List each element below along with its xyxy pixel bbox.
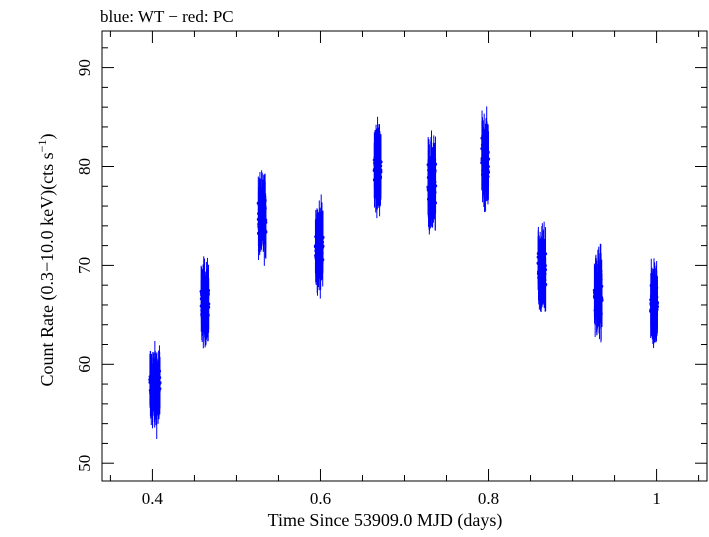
y-tick-label: 50 [75, 455, 94, 472]
y-axis-label-close: ) [37, 134, 58, 140]
data-points [148, 106, 660, 440]
x-tick-label: 0.6 [310, 489, 331, 508]
chart-title: blue: WT − red: PC [100, 7, 234, 26]
y-tick-label: 90 [75, 59, 94, 76]
data-point [486, 157, 491, 161]
data-point [655, 301, 660, 305]
x-tick-label: 1 [652, 489, 661, 508]
y-axis-label-main: Count Rate (0.3−10.0 keV)(cts s [37, 152, 58, 386]
plot-border [101, 30, 708, 482]
y-tick-label: 80 [75, 158, 94, 175]
plot-frame [101, 30, 708, 482]
axis-ticks: 0.4 0.6 0.8 1 50 60 70 80 90 [75, 31, 707, 508]
data-point [264, 230, 268, 234]
x-tick-label: 0.4 [142, 489, 164, 508]
data-point [543, 252, 548, 256]
y-axis-label: Count Rate (0.3−10.0 keV)(cts s−1) [35, 134, 58, 387]
data-point [158, 381, 162, 385]
y-axis-label-sup: −1 [35, 140, 49, 153]
data-point [433, 184, 438, 188]
data-point [600, 298, 604, 302]
y-tick-label: 60 [75, 356, 94, 373]
data-point [207, 302, 211, 306]
data-point [379, 160, 383, 164]
data-point [321, 235, 325, 240]
data-point [544, 282, 548, 287]
x-axis-label: Time Since 53909.0 MJD (days) [268, 510, 503, 531]
x-tick-label: 0.8 [478, 489, 499, 508]
y-tick-label: 70 [75, 257, 94, 274]
